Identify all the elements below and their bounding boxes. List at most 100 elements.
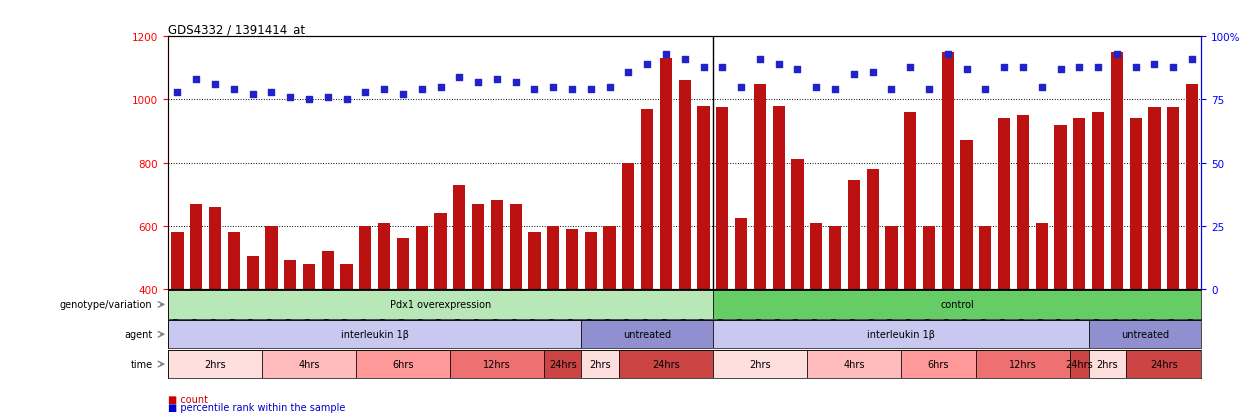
- Bar: [660, 59, 672, 413]
- Text: untreated: untreated: [622, 330, 671, 339]
- Point: [168, 89, 188, 96]
- Text: 2hrs: 2hrs: [589, 359, 611, 369]
- Text: Pdx1 overexpression: Pdx1 overexpression: [390, 300, 491, 310]
- Bar: [1069, 350, 1088, 378]
- Bar: [453, 185, 466, 413]
- Point: [261, 89, 281, 96]
- Point: [1163, 64, 1183, 71]
- Point: [1051, 66, 1071, 73]
- Point: [712, 64, 732, 71]
- Point: [1182, 57, 1201, 63]
- Text: GDS4332 / 1391414_at: GDS4332 / 1391414_at: [168, 23, 305, 36]
- Bar: [901, 350, 976, 378]
- Point: [863, 69, 883, 76]
- Point: [995, 64, 1015, 71]
- Point: [1125, 64, 1145, 71]
- Point: [619, 69, 639, 76]
- Bar: [581, 320, 713, 349]
- Bar: [713, 320, 1088, 349]
- Bar: [923, 226, 935, 413]
- Bar: [773, 107, 784, 413]
- Bar: [1055, 125, 1067, 413]
- Bar: [416, 226, 428, 413]
- Bar: [713, 291, 1201, 319]
- Point: [975, 87, 995, 93]
- Point: [280, 94, 300, 101]
- Point: [1069, 64, 1089, 71]
- Point: [919, 87, 939, 93]
- Bar: [716, 108, 728, 413]
- Bar: [697, 107, 710, 413]
- Point: [431, 84, 451, 91]
- Bar: [867, 169, 879, 413]
- Point: [187, 77, 207, 83]
- Bar: [449, 350, 544, 378]
- Text: 12hrs: 12hrs: [483, 359, 510, 369]
- Point: [412, 87, 432, 93]
- Text: control: control: [940, 300, 974, 310]
- Text: genotype/variation: genotype/variation: [60, 300, 153, 310]
- Text: ■ percentile rank within the sample: ■ percentile rank within the sample: [168, 402, 345, 412]
- Bar: [378, 223, 390, 413]
- Bar: [1017, 116, 1030, 413]
- Text: 2hrs: 2hrs: [1097, 359, 1118, 369]
- Point: [468, 79, 488, 86]
- Bar: [566, 229, 578, 413]
- Point: [1088, 64, 1108, 71]
- Bar: [998, 119, 1010, 413]
- Bar: [509, 204, 522, 413]
- Bar: [581, 350, 619, 378]
- Point: [1107, 52, 1127, 58]
- Point: [1144, 62, 1164, 68]
- Bar: [209, 207, 222, 413]
- Bar: [1129, 119, 1142, 413]
- Bar: [713, 350, 807, 378]
- Point: [600, 84, 620, 91]
- Bar: [168, 291, 713, 319]
- Point: [749, 57, 769, 63]
- Point: [317, 94, 337, 101]
- Bar: [265, 226, 278, 413]
- Point: [844, 72, 864, 78]
- Bar: [1036, 223, 1048, 413]
- Bar: [247, 256, 259, 413]
- Bar: [976, 350, 1069, 378]
- Point: [581, 87, 601, 93]
- Bar: [679, 81, 691, 413]
- Bar: [491, 201, 503, 413]
- Text: 24hrs: 24hrs: [652, 359, 680, 369]
- Point: [788, 66, 808, 73]
- Point: [205, 82, 225, 88]
- Bar: [397, 239, 410, 413]
- Text: agent: agent: [124, 330, 153, 339]
- Point: [807, 84, 827, 91]
- Bar: [228, 233, 240, 413]
- Bar: [1186, 84, 1198, 413]
- Point: [375, 87, 395, 93]
- Point: [299, 97, 319, 104]
- Bar: [1073, 119, 1086, 413]
- Bar: [941, 53, 954, 413]
- Point: [543, 84, 563, 91]
- Bar: [547, 226, 559, 413]
- Bar: [528, 233, 540, 413]
- Point: [937, 52, 957, 58]
- Bar: [792, 160, 803, 413]
- Point: [561, 87, 581, 93]
- Bar: [960, 141, 972, 413]
- Point: [693, 64, 713, 71]
- Point: [224, 87, 244, 93]
- Text: 24hrs: 24hrs: [1150, 359, 1178, 369]
- Point: [1013, 64, 1033, 71]
- Bar: [190, 204, 203, 413]
- Bar: [1092, 113, 1104, 413]
- Text: 24hrs: 24hrs: [549, 359, 576, 369]
- Bar: [472, 204, 484, 413]
- Bar: [435, 214, 447, 413]
- Point: [656, 52, 676, 58]
- Bar: [321, 251, 334, 413]
- Bar: [622, 163, 635, 413]
- Bar: [807, 350, 901, 378]
- Bar: [172, 233, 183, 413]
- Text: interleukin 1β: interleukin 1β: [867, 330, 935, 339]
